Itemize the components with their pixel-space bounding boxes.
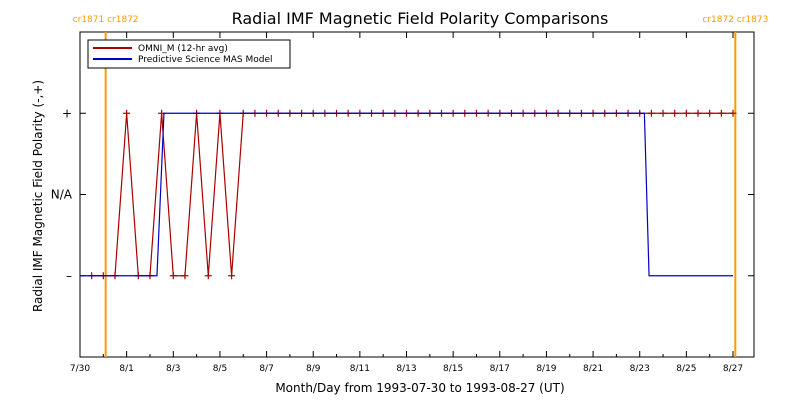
y-tick-label: N/A: [51, 188, 73, 202]
y-axis-label: Radial IMF Magnetic Field Polarity (-,+): [31, 80, 45, 312]
x-axis-label: Month/Day from 1993-07-30 to 1993-08-27 …: [275, 381, 564, 395]
series-line: [80, 112, 734, 277]
legend-label: OMNI_M (12-hr avg): [138, 44, 228, 54]
data-point: [717, 109, 725, 117]
legend: OMNI_M (12-hr avg)Predictive Science MAS…: [87, 39, 291, 69]
chart-title: Radial IMF Magnetic Field Polarity Compa…: [232, 9, 609, 28]
x-tick-label: 8/23: [630, 364, 650, 374]
x-tick-label: 8/13: [396, 364, 416, 374]
data-point: [204, 272, 212, 280]
x-tick-label: 8/11: [350, 364, 370, 374]
data-point: [671, 109, 679, 117]
x-tick-label: 8/7: [259, 364, 273, 374]
x-tick-label: 8/19: [536, 364, 556, 374]
legend-label: Predictive Science MAS Model: [138, 55, 273, 65]
series-layer: [80, 109, 737, 280]
data-point: [647, 109, 655, 117]
x-tick-label: 8/1: [119, 364, 133, 374]
y-tick-label: +: [62, 106, 72, 120]
data-point: [659, 109, 667, 117]
data-point: [228, 272, 236, 280]
x-tick-label: 8/27: [723, 364, 743, 374]
x-tick-label: 8/21: [583, 364, 603, 374]
data-point: [123, 109, 131, 117]
data-point: [682, 109, 690, 117]
x-tick-label: 8/3: [166, 364, 180, 374]
x-tick-label: 8/5: [213, 364, 227, 374]
data-point: [169, 272, 177, 280]
data-point: [694, 109, 702, 117]
x-tick-label: 8/9: [306, 364, 321, 374]
plot-frame: [79, 31, 755, 358]
data-point: [181, 272, 189, 280]
x-tick-label: 8/17: [490, 364, 510, 374]
series-line: [91, 112, 734, 277]
x-tick-label: 7/30: [70, 364, 90, 374]
y-tick-label: –: [66, 269, 72, 283]
carrington-label: cr1871 cr1872: [73, 15, 139, 25]
carrington-label: cr1872 cr1873: [702, 15, 768, 25]
data-point: [729, 109, 737, 117]
legend-box: [87, 39, 291, 69]
data-point: [706, 109, 714, 117]
x-tick-label: 8/15: [443, 364, 463, 374]
x-tick-label: 8/25: [676, 364, 696, 374]
axis-ticks: 7/30 8/1 8/3 8/5 8/7 8/9 8/11 8/13 8/15 8/17 8/19 8…: [51, 32, 754, 374]
carrington-markers: cr1871 cr1872 cr1872 cr1873: [73, 15, 768, 357]
